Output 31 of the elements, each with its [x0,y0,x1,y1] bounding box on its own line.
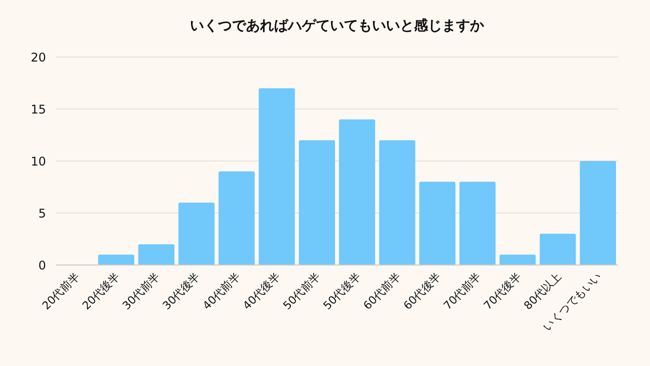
y-tick-label: 10 [30,154,46,168]
x-tick-label: 60代前半 [360,270,404,312]
x-tick-label: 70代後半 [481,270,524,312]
x-tick-label: 50代後半 [320,270,364,312]
y-tick-label: 20 [30,50,46,64]
x-tick-label: 40代前半 [200,270,243,312]
bar [379,140,416,265]
chart-title: いくつであればハゲていてもいいと感じますか [190,18,485,34]
y-tick-label: 5 [38,206,46,220]
x-tick-label: 50代前半 [280,270,324,312]
bar [98,254,134,265]
bar [138,244,174,265]
x-tick-label: 70代前半 [441,270,484,312]
y-tick-label: 0 [38,258,46,272]
x-tick-label: 30代前半 [120,270,162,312]
bar [540,234,576,265]
bar [339,119,376,265]
y-tick-label: 15 [30,102,46,116]
bar [178,202,215,265]
bar [419,182,456,265]
bar [500,254,536,265]
bar [298,140,335,265]
bar [258,88,295,265]
x-tick-label: 20代前半 [40,270,82,312]
x-tick-label: 60代後半 [401,270,444,312]
x-tick-label: 40代後半 [240,270,283,312]
x-tick-label: 30代後半 [160,270,203,312]
x-tick-label: 20代後半 [80,270,122,312]
bar [218,171,255,265]
bar [580,161,616,265]
bar [459,182,496,265]
